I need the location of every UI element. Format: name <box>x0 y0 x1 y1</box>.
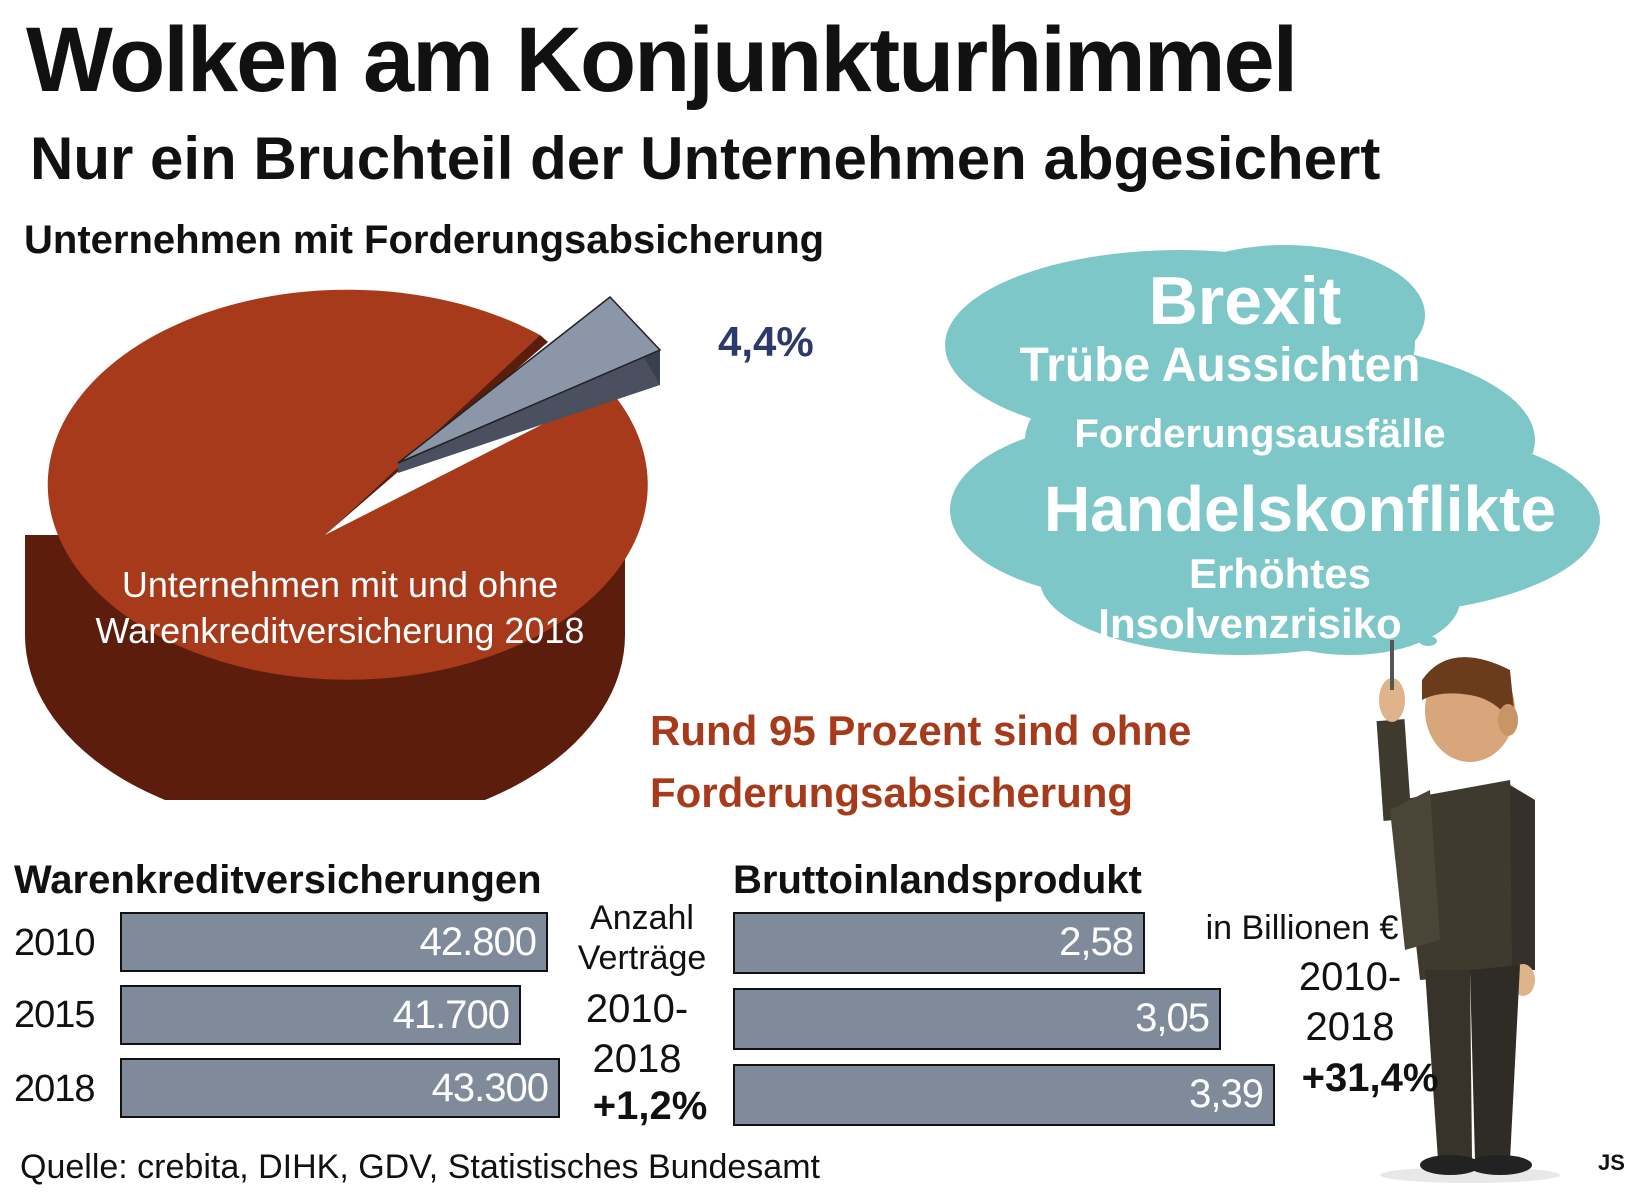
cloud-word-forderungsausfaelle: Forderungsausfälle <box>1074 412 1446 456</box>
left-bar-2015: 41.700 <box>120 985 521 1045</box>
cloud-word-aussichten: Trübe Aussichten <box>1019 339 1421 392</box>
pie-inner-label: Unternehmen mit und ohne Warenkreditvers… <box>40 562 640 654</box>
right-bar-2015-value: 3,05 <box>1135 996 1210 1040</box>
pie-slice-small-side <box>398 350 660 473</box>
left-section-title: Warenkreditversicherungen <box>14 858 542 902</box>
page-title: Wolken am Konjunkturhimmel <box>26 9 1298 111</box>
source-note: Quelle: crebita, DIHK, GDV, Statistische… <box>20 1148 820 1186</box>
right-bar-2018: 3,39 <box>733 1064 1275 1126</box>
right-section-title: Bruttoinlandsprodukt <box>733 858 1142 902</box>
pie-inner-label-line2: Warenkreditversicherung 2018 <box>95 610 585 651</box>
left-note-line1: Anzahl <box>590 899 694 937</box>
left-note: Anzahl Verträge <box>572 898 712 978</box>
right-period-line2: 2018 <box>1305 1005 1395 1049</box>
right-unit: in Billionen € <box>1205 909 1399 947</box>
highlight-line2: Forderungsabsicherung <box>650 769 1134 816</box>
left-note-line2: Verträge <box>577 939 707 977</box>
left-period-line1: 2010- <box>585 987 689 1031</box>
thought-cloud <box>945 245 1600 655</box>
cloud-word-erhoehtes: Erhöhtes <box>1188 550 1372 597</box>
cloud-word-brexit: Brexit <box>1148 263 1342 339</box>
right-bar-2010-value: 2,58 <box>1059 920 1134 964</box>
right-bar-2015: 3,05 <box>733 988 1221 1050</box>
left-bar-2018-value: 43.300 <box>431 1066 549 1110</box>
left-year-2018: 2018 <box>14 1068 96 1110</box>
right-period: 2010- 2018 <box>1290 952 1410 1052</box>
left-bar-2010: 42.800 <box>120 912 548 972</box>
left-year-2010: 2010 <box>14 922 96 964</box>
pie-inner-label-line1: Unternehmen mit und ohne <box>121 564 559 605</box>
pie-slice-main <box>47 289 648 680</box>
left-bar-2018: 43.300 <box>120 1058 560 1118</box>
right-bar-2018-value: 3,39 <box>1189 1072 1264 1116</box>
cloud-word-handelskonflikte: Handelskonflikte <box>1043 473 1557 545</box>
author-mark: JS <box>1598 1150 1625 1175</box>
highlight-line1: Rund 95 Prozent sind ohne <box>650 707 1192 754</box>
left-bar-2015-value: 41.700 <box>392 993 510 1037</box>
left-period: 2010- 2018 <box>572 984 702 1084</box>
pie-slice-small <box>397 295 662 464</box>
businessman-illustration <box>1376 640 1560 1183</box>
left-period-line2: 2018 <box>592 1037 682 1081</box>
right-change: +31,4% <box>1301 1056 1439 1100</box>
highlight-text: Rund 95 Prozent sind ohne Forderungsabsi… <box>650 700 1191 824</box>
page-subtitle: Nur ein Bruchteil der Unternehmen abgesi… <box>30 125 1381 192</box>
left-bar-2010-value: 42.800 <box>419 920 537 964</box>
right-bar-2010: 2,58 <box>733 912 1145 974</box>
cloud-word-insolvenzrisiko: Insolvenzrisiko <box>1098 600 1402 647</box>
pie-heading: Unternehmen mit Forderungsabsicherung <box>24 218 825 262</box>
left-year-2015: 2015 <box>14 994 96 1036</box>
pie-share-label: 4,4% <box>718 318 814 365</box>
right-period-line1: 2010- <box>1298 955 1402 999</box>
left-change: +1,2% <box>592 1084 708 1128</box>
pie-chart <box>25 289 662 800</box>
